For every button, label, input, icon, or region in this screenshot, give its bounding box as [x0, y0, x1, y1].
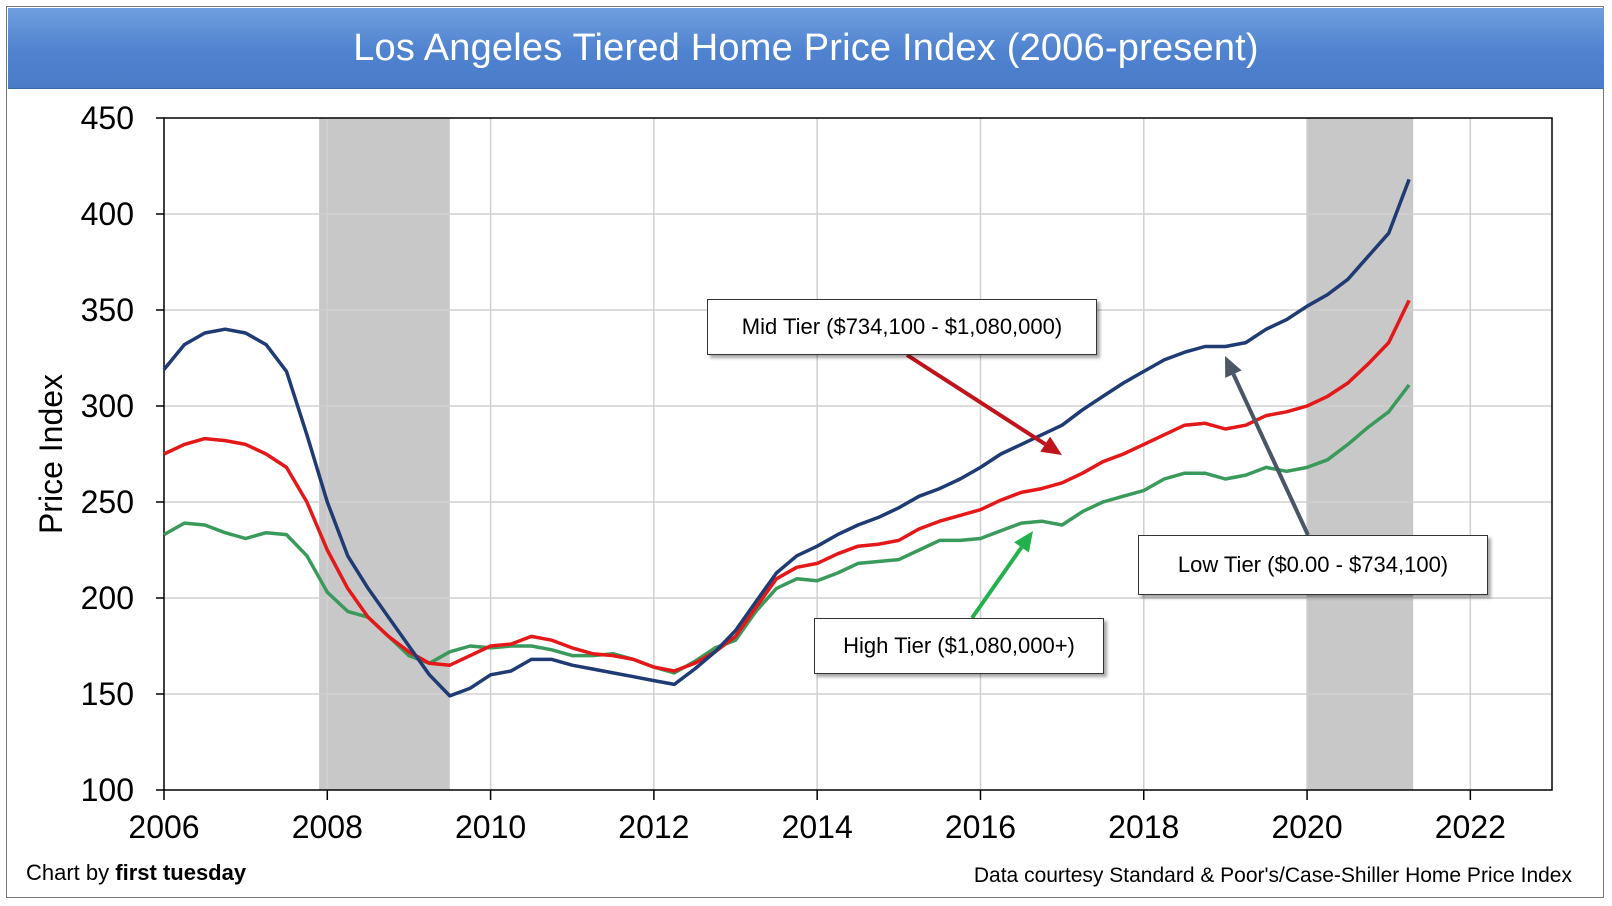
- x-axis-ticks: 2006 2008 2010 2012 2014 2016 2018 2020 2022: [128, 790, 1506, 845]
- series-line-low-tier: [162, 178, 1411, 698]
- recession-band-2: [1307, 118, 1414, 790]
- y-tick-label-150: 150: [81, 676, 134, 712]
- annotation-low-tier: Low Tier ($0.00 - $734,100): [1138, 535, 1488, 595]
- x-tick-label-2020: 2020: [1271, 809, 1342, 845]
- x-tick-label-2010: 2010: [455, 809, 526, 845]
- x-tick-label-2016: 2016: [945, 809, 1016, 845]
- arrow-mid-tier-shaft: [905, 353, 1047, 446]
- arrow-mid-tier-head: [1040, 436, 1062, 455]
- x-tick-label-2014: 2014: [782, 809, 853, 845]
- chart-title: Los Angeles Tiered Home Price Index (200…: [353, 26, 1259, 69]
- x-tick-label-2012: 2012: [618, 809, 689, 845]
- arrow-high-tier-shaft: [970, 546, 1024, 620]
- title-bar: Los Angeles Tiered Home Price Index (200…: [8, 8, 1604, 89]
- x-tick-label-2008: 2008: [292, 809, 363, 845]
- y-axis-ticks: 100 150 200 250 300 350 400 450: [81, 100, 164, 808]
- x-tick-label-2022: 2022: [1435, 809, 1506, 845]
- credit-left: Chart by first tuesday: [26, 860, 246, 886]
- series-lines: [162, 178, 1411, 698]
- y-tick-label-450: 450: [81, 100, 134, 136]
- x-tick-label-2006: 2006: [128, 809, 199, 845]
- annotation-arrows: [905, 353, 1310, 620]
- y-tick-label-400: 400: [81, 196, 134, 232]
- arrow-low-tier-shaft: [1231, 373, 1310, 536]
- grid-lines: [164, 118, 1552, 790]
- arrow-low-tier-head: [1225, 356, 1242, 378]
- credit-left-brand: first tuesday: [115, 860, 247, 885]
- arrow-mid-tier: [905, 353, 1062, 455]
- annotation-high-tier-label: High Tier ($1,080,000+): [843, 633, 1075, 658]
- y-tick-label-350: 350: [81, 292, 134, 328]
- credit-left-prefix: Chart by: [26, 860, 116, 885]
- arrow-high-tier-head: [1014, 531, 1033, 553]
- recession-band-1: [319, 118, 450, 790]
- y-axis-label: Price Index: [33, 374, 69, 534]
- annotation-mid-tier-label: Mid Tier ($734,100 - $1,080,000): [741, 314, 1063, 339]
- y-tick-label-300: 300: [81, 388, 134, 424]
- series-line-mid-tier: [163, 299, 1411, 673]
- annotation-low-tier-label: Low Tier ($0.00 - $734,100): [1177, 552, 1449, 577]
- credit-right: Data courtesy Standard & Poor's/Case-Shi…: [973, 864, 1572, 887]
- arrow-low-tier: [1225, 356, 1310, 536]
- y-tick-label-200: 200: [81, 580, 134, 616]
- annotation-mid-tier: Mid Tier ($734,100 - $1,080,000): [707, 299, 1097, 355]
- arrow-high-tier: [970, 531, 1033, 620]
- recession-bands: [319, 118, 1414, 790]
- annotation-high-tier: High Tier ($1,080,000+): [814, 618, 1104, 674]
- y-tick-label-100: 100: [81, 772, 134, 808]
- y-tick-label-250: 250: [81, 484, 134, 520]
- x-tick-label-2018: 2018: [1108, 809, 1179, 845]
